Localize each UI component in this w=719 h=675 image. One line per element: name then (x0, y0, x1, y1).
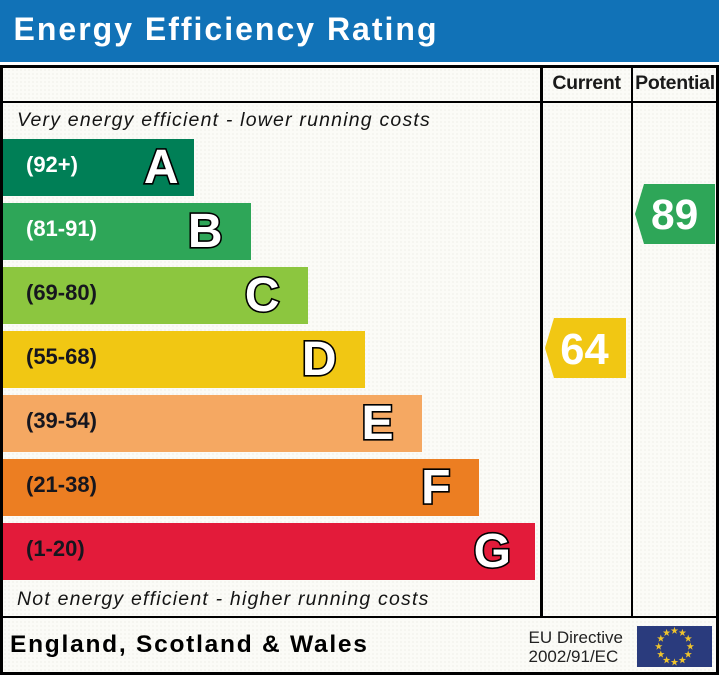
svg-text:89: 89 (651, 192, 698, 239)
svg-text:64: 64 (560, 326, 608, 374)
